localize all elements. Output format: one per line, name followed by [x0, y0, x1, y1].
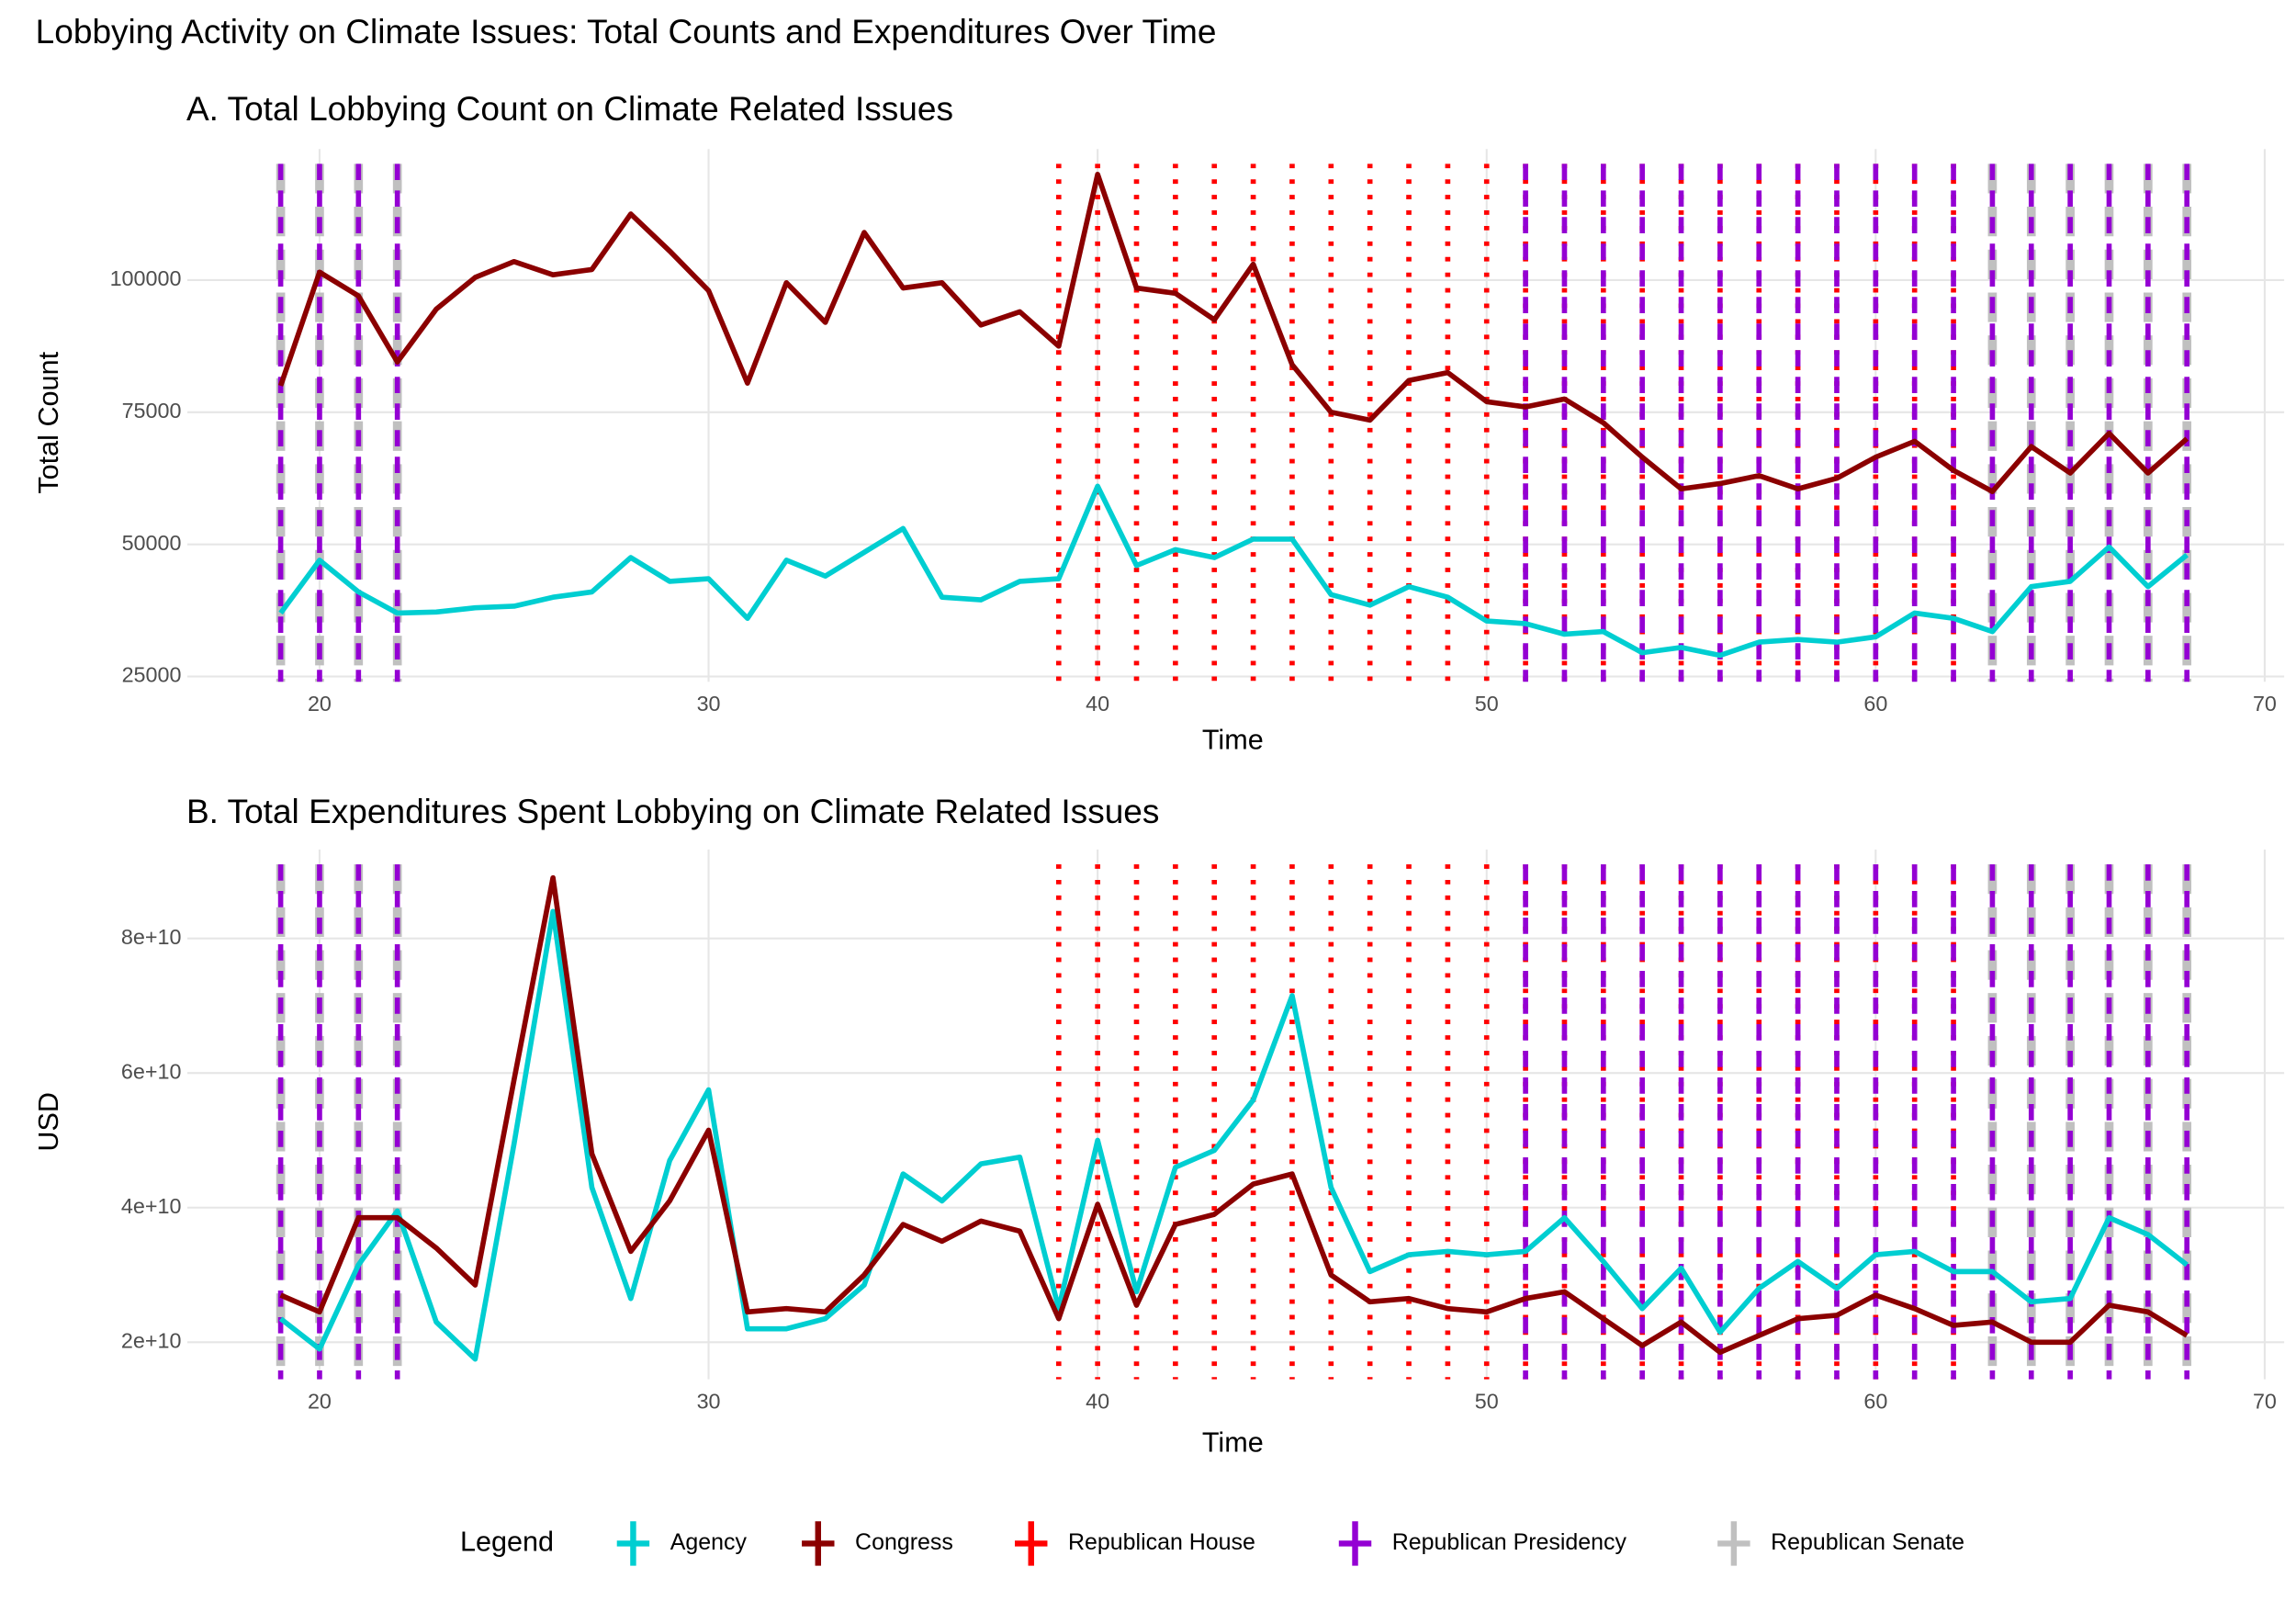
x-tick-label: 40 — [1086, 692, 1109, 716]
y-tick-label: 50000 — [122, 531, 182, 555]
y-axis-label: USD — [33, 1092, 64, 1152]
x-tick-label: 50 — [1475, 692, 1499, 716]
panel-title: B. Total Expenditures Spent Lobbying on … — [186, 792, 1159, 830]
y-tick-label: 8e+10 — [121, 925, 182, 949]
data-line — [278, 908, 2189, 1362]
legend-item: Republican Senate — [1717, 1521, 1964, 1566]
y-tick-label: 6e+10 — [121, 1059, 182, 1083]
legend-item: Agency — [616, 1521, 748, 1566]
legend-item: Republican House — [1015, 1521, 1255, 1566]
y-tick-label: 100000 — [110, 266, 182, 290]
x-tick-label: 60 — [1863, 692, 1887, 716]
panel-title: A. Total Lobbying Count on Climate Relat… — [186, 89, 953, 128]
y-tick-label: 2e+10 — [121, 1328, 182, 1352]
x-tick-label: 30 — [697, 1390, 721, 1414]
x-tick-label: 30 — [697, 692, 721, 716]
y-axis-label: Total Count — [33, 351, 64, 493]
figure-title: Lobbying Activity on Climate Issues: Tot… — [36, 12, 1217, 51]
x-tick-label: 50 — [1475, 1390, 1499, 1414]
legend-item: Congress — [802, 1521, 953, 1566]
x-tick-label: 20 — [308, 692, 332, 716]
x-axis-label: Time — [1202, 724, 1264, 755]
x-tick-label: 70 — [2253, 692, 2277, 716]
x-tick-label: 70 — [2253, 1390, 2277, 1414]
x-tick-label: 40 — [1086, 1390, 1109, 1414]
x-tick-label: 60 — [1863, 1390, 1887, 1414]
legend-label: Agency — [670, 1529, 748, 1555]
y-tick-label: 4e+10 — [121, 1194, 182, 1218]
x-axis-label: Time — [1202, 1427, 1264, 1459]
legend-item: Republican Presidency — [1338, 1521, 1627, 1566]
data-line — [278, 483, 2189, 659]
legend-label: Congress — [855, 1529, 953, 1555]
data-line — [277, 172, 2189, 494]
legend-label: Republican Senate — [1771, 1529, 1964, 1555]
data-line — [279, 874, 2189, 1356]
legend-label: Republican House — [1068, 1529, 1255, 1555]
y-tick-label: 25000 — [122, 663, 182, 687]
y-tick-label: 75000 — [122, 399, 182, 423]
legend-label: Republican Presidency — [1392, 1529, 1627, 1555]
x-tick-label: 20 — [308, 1390, 332, 1414]
legend-title: Legend — [460, 1526, 554, 1557]
